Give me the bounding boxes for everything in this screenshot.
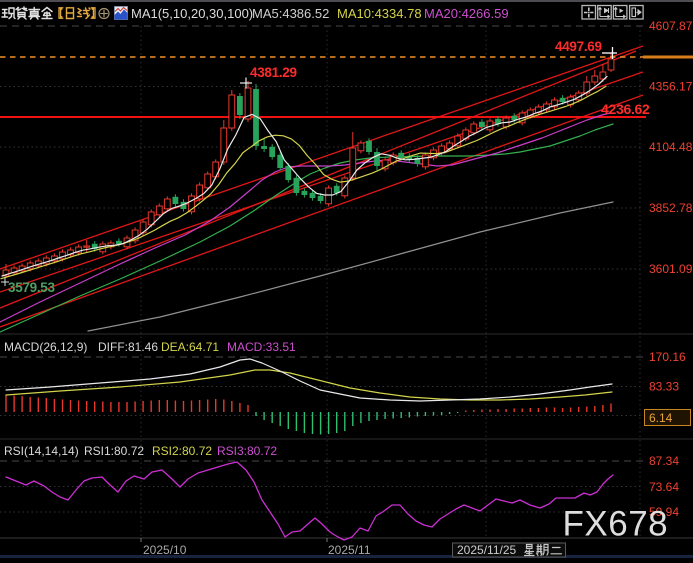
svg-text:87.34: 87.34 (649, 454, 679, 468)
svg-text:4236.62: 4236.62 (601, 101, 650, 117)
svg-text:2025/10: 2025/10 (143, 543, 187, 557)
svg-text:MA20:4266.59: MA20:4266.59 (424, 6, 509, 21)
svg-text:MA10:4334.78: MA10:4334.78 (337, 6, 422, 21)
svg-text:3852.78: 3852.78 (649, 201, 693, 215)
svg-text:MA5:4386.52: MA5:4386.52 (252, 6, 329, 21)
svg-text:RSI1:80.72: RSI1:80.72 (84, 444, 144, 458)
svg-text:RSI3:80.72: RSI3:80.72 (217, 444, 277, 458)
svg-text:2025/11: 2025/11 (328, 543, 371, 557)
svg-text:170.16: 170.16 (649, 350, 686, 364)
svg-text:RSI2:80.72: RSI2:80.72 (152, 444, 212, 458)
svg-text:59.94: 59.94 (649, 505, 679, 519)
svg-text:3601.09: 3601.09 (649, 262, 693, 276)
svg-text:MACD(26,12,9): MACD(26,12,9) (4, 340, 87, 354)
svg-text:DIFF:81.46: DIFF:81.46 (98, 340, 158, 354)
svg-text:4381.29: 4381.29 (250, 65, 297, 80)
svg-text:4104.48: 4104.48 (649, 140, 693, 154)
svg-text:4497.69: 4497.69 (555, 39, 602, 54)
svg-text:3579.53: 3579.53 (8, 280, 55, 295)
svg-text:6.14: 6.14 (649, 411, 673, 425)
svg-text:4356.17: 4356.17 (649, 80, 693, 94)
svg-text:DEA:64.71: DEA:64.71 (161, 340, 219, 354)
svg-text:4607.87: 4607.87 (649, 19, 693, 33)
svg-text:MA1(5,10,20,30,100): MA1(5,10,20,30,100) (131, 6, 253, 21)
svg-text:RSI(14,14,14): RSI(14,14,14) (4, 444, 79, 458)
svg-text:MACD:33.51: MACD:33.51 (227, 340, 296, 354)
svg-text:83.33: 83.33 (649, 380, 679, 394)
svg-text:2025/11/25: 2025/11/25 (457, 543, 516, 557)
svg-text:FX678: FX678 (563, 505, 669, 544)
svg-text:73.64: 73.64 (649, 480, 679, 494)
